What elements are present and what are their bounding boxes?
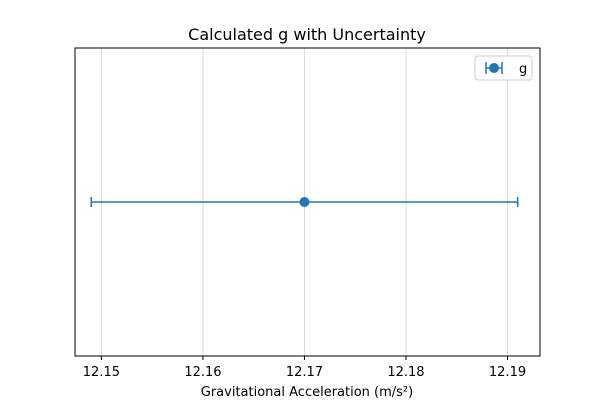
plot-area-frame xyxy=(74,47,541,357)
x-axis-label: Gravitational Acceleration (m/s²) xyxy=(201,385,413,400)
x-tick-label: 12.16 xyxy=(184,365,221,380)
x-axis-ticks: 12.15 12.16 12.17 12.18 12.19 xyxy=(83,356,526,380)
x-tick-label: 12.15 xyxy=(83,365,120,380)
x-tick-label: 12.18 xyxy=(387,365,424,380)
legend-label: g xyxy=(519,62,527,77)
x-tick-label: 12.17 xyxy=(286,365,323,380)
legend-marker xyxy=(489,63,499,73)
data-point xyxy=(299,197,310,207)
chart-title: Calculated g with Uncertainty xyxy=(188,25,426,44)
legend-box xyxy=(474,55,533,81)
legend: g xyxy=(474,55,533,81)
x-tick-label: 12.19 xyxy=(489,365,526,380)
data-series xyxy=(90,197,519,207)
